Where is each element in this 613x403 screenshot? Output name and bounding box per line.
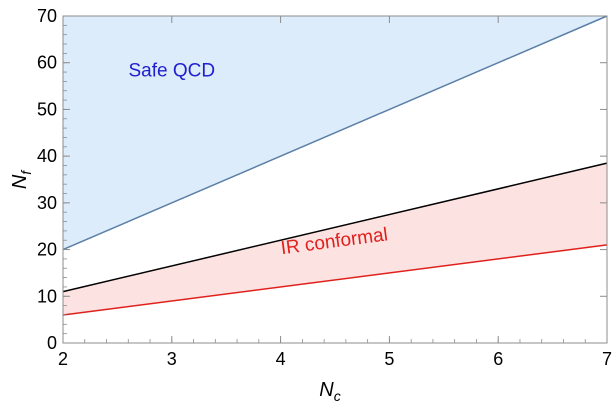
plot-border <box>62 15 608 344</box>
y-tick-label: 70 <box>37 6 57 26</box>
y-tick-label: 30 <box>37 193 57 213</box>
annotation-safe-qcd: Safe QCD <box>129 61 216 82</box>
boundary-lines <box>62 15 608 316</box>
y-tick-label: 40 <box>37 146 57 166</box>
y-axis-label: Nf <box>9 169 34 189</box>
x-tick-label: 5 <box>384 349 394 369</box>
x-tick-label: 3 <box>167 349 177 369</box>
x-axis-label: Nc <box>319 379 340 403</box>
y-tick-label: 0 <box>47 333 57 353</box>
y-tick-label: 10 <box>37 286 57 306</box>
y-axis-ticks: 0 10 20 30 40 50 60 70 <box>37 6 607 353</box>
region-ir-conformal <box>63 163 607 315</box>
y-tick-label: 50 <box>37 99 57 119</box>
boundary-safe-qcd-lower <box>62 15 608 251</box>
y-tick-label: 60 <box>37 53 57 73</box>
x-tick-label: 2 <box>58 349 68 369</box>
x-axis-label-sub: c <box>334 388 341 403</box>
x-tick-label: 4 <box>276 349 286 369</box>
boundary-ir-conformal-upper <box>62 162 608 293</box>
boundary-ir-conformal-lower <box>62 244 608 316</box>
x-tick-label: 6 <box>493 349 503 369</box>
x-axis-ticks: 2 3 4 5 6 7 <box>58 16 612 369</box>
x-tick-label: 7 <box>602 349 612 369</box>
y-axis-label-main: N <box>9 174 31 189</box>
y-axis-label-sub: f <box>18 169 34 175</box>
x-axis-label-main: N <box>319 379 334 401</box>
plot-frame <box>62 15 608 344</box>
y-tick-label: 20 <box>37 240 57 260</box>
